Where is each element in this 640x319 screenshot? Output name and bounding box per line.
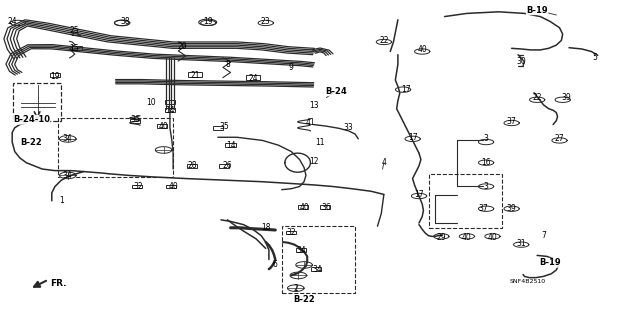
- Polygon shape: [60, 172, 76, 179]
- Text: 40: 40: [299, 203, 309, 211]
- Bar: [58, 118, 173, 177]
- Text: 25: 25: [69, 26, 79, 35]
- Text: 21: 21: [191, 71, 200, 80]
- Text: 38: 38: [120, 17, 130, 26]
- Bar: [72, 47, 83, 50]
- Text: 5: 5: [592, 53, 597, 62]
- Text: 34: 34: [63, 134, 72, 143]
- Polygon shape: [60, 136, 76, 142]
- Text: 24: 24: [8, 17, 17, 26]
- Bar: [246, 75, 260, 80]
- Bar: [50, 73, 60, 77]
- Text: 32: 32: [133, 182, 143, 191]
- Text: 11: 11: [316, 137, 324, 146]
- Bar: [165, 108, 175, 112]
- Text: 33: 33: [344, 123, 354, 132]
- Text: 7: 7: [541, 231, 546, 240]
- Text: 24: 24: [248, 74, 258, 83]
- Bar: [165, 100, 175, 104]
- Text: 20: 20: [178, 42, 188, 51]
- Text: 39: 39: [507, 204, 516, 213]
- Text: FR.: FR.: [50, 279, 67, 288]
- Text: B-19: B-19: [539, 258, 561, 267]
- Text: 34: 34: [312, 264, 322, 274]
- Polygon shape: [287, 285, 304, 292]
- Text: 3: 3: [484, 134, 488, 143]
- Text: 3: 3: [484, 182, 488, 191]
- Polygon shape: [290, 272, 307, 279]
- Text: 1: 1: [59, 196, 64, 205]
- Text: 14: 14: [165, 106, 175, 115]
- Text: 23: 23: [261, 17, 271, 26]
- Text: B-22: B-22: [20, 137, 42, 146]
- Text: 19: 19: [50, 72, 60, 81]
- Bar: [311, 267, 321, 271]
- Bar: [286, 231, 296, 234]
- Bar: [320, 205, 330, 209]
- Text: 37: 37: [478, 204, 488, 213]
- Text: 36: 36: [130, 115, 140, 124]
- Text: 4: 4: [381, 158, 387, 167]
- Text: 34: 34: [296, 246, 306, 255]
- Bar: [298, 205, 308, 209]
- Polygon shape: [156, 147, 172, 153]
- Text: 26: 26: [223, 161, 232, 170]
- Text: 41: 41: [306, 118, 316, 128]
- Text: 22: 22: [532, 93, 542, 102]
- Text: B-24: B-24: [325, 87, 347, 96]
- Text: 30: 30: [516, 56, 526, 65]
- Bar: [130, 119, 140, 123]
- Text: 27: 27: [555, 134, 564, 143]
- Text: 18: 18: [261, 223, 271, 232]
- Text: 2: 2: [293, 284, 298, 293]
- Text: 34: 34: [63, 171, 72, 180]
- Text: 16: 16: [481, 158, 491, 167]
- Text: 28: 28: [188, 161, 197, 170]
- Bar: [296, 248, 306, 252]
- Text: 31: 31: [516, 239, 526, 248]
- Text: B-19: B-19: [526, 6, 548, 15]
- Text: 40: 40: [159, 122, 168, 131]
- Text: 10: 10: [146, 98, 156, 107]
- Bar: [166, 185, 176, 189]
- Text: B-22: B-22: [293, 295, 315, 304]
- Bar: [132, 185, 142, 189]
- Text: 17: 17: [408, 133, 417, 142]
- Bar: [157, 124, 167, 128]
- Bar: [429, 174, 502, 228]
- Text: 6: 6: [273, 260, 278, 269]
- Text: 17: 17: [401, 85, 411, 94]
- Text: 32: 32: [287, 228, 296, 237]
- Bar: [13, 83, 61, 122]
- Text: 40: 40: [488, 233, 497, 242]
- Text: 40: 40: [168, 182, 178, 191]
- Text: 29: 29: [436, 233, 446, 242]
- Text: 8: 8: [225, 60, 230, 69]
- Bar: [219, 164, 229, 168]
- Text: 12: 12: [309, 157, 318, 166]
- Bar: [212, 126, 223, 130]
- Text: 19: 19: [204, 17, 213, 26]
- Bar: [282, 226, 355, 293]
- Polygon shape: [296, 262, 312, 268]
- Text: 14: 14: [226, 141, 236, 150]
- Bar: [225, 143, 236, 147]
- Text: 35: 35: [220, 122, 229, 131]
- Text: 39: 39: [561, 93, 571, 102]
- Text: 13: 13: [309, 101, 319, 110]
- Text: SNF4B2510: SNF4B2510: [509, 279, 546, 284]
- Text: 36: 36: [321, 203, 332, 211]
- Text: 17: 17: [414, 190, 424, 199]
- Text: 40: 40: [417, 45, 427, 55]
- Bar: [188, 72, 202, 77]
- Text: 37: 37: [507, 117, 516, 126]
- Bar: [187, 164, 197, 168]
- Text: B-24-10: B-24-10: [13, 115, 50, 124]
- Text: 9: 9: [289, 63, 294, 72]
- Text: 15: 15: [69, 44, 79, 53]
- Text: 40: 40: [462, 233, 472, 242]
- Text: 22: 22: [379, 36, 388, 45]
